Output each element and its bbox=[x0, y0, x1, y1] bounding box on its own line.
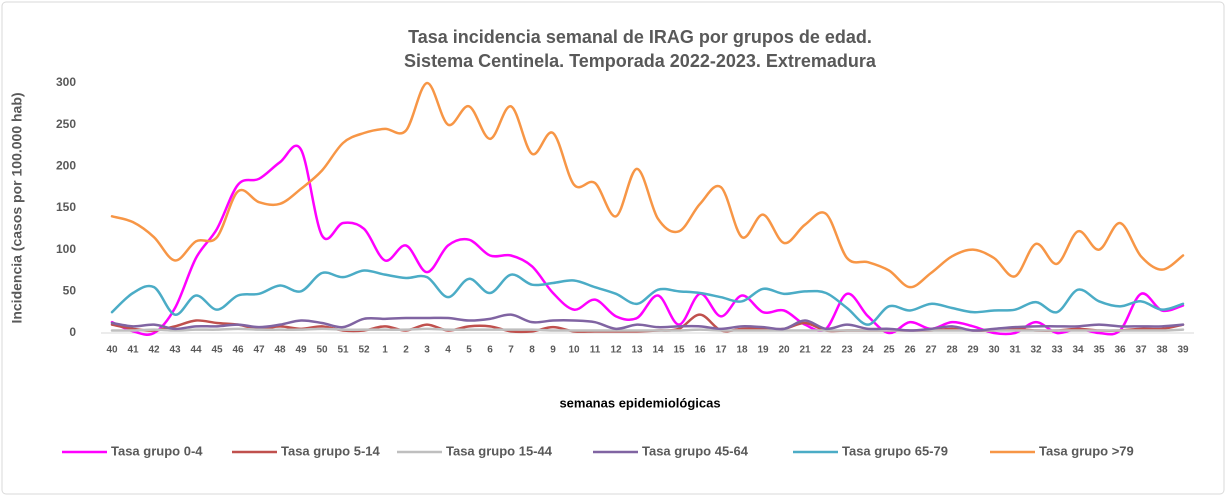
x-tick-label: 41 bbox=[127, 345, 139, 356]
x-tick-label: 26 bbox=[904, 345, 916, 356]
x-tick-label: 43 bbox=[169, 345, 181, 356]
x-tick-label: 46 bbox=[232, 345, 244, 356]
y-tick-label: 250 bbox=[56, 117, 76, 131]
x-tick-label: 27 bbox=[925, 345, 937, 356]
series-line bbox=[110, 327, 1185, 332]
x-tick-label: 1 bbox=[382, 345, 388, 356]
series-line bbox=[110, 269, 1185, 326]
x-tick-label: 33 bbox=[1051, 345, 1063, 356]
x-tick-label: 4 bbox=[445, 345, 451, 356]
x-tick-label: 40 bbox=[106, 345, 118, 356]
x-tick-label: 6 bbox=[487, 345, 493, 356]
x-tick-label: 21 bbox=[799, 345, 811, 356]
x-tick-label: 42 bbox=[148, 345, 160, 356]
x-tick-label: 2 bbox=[403, 345, 409, 356]
y-tick-label: 0 bbox=[69, 325, 76, 339]
chart-title: Sistema Centinela. Temporada 2022-2023. … bbox=[404, 51, 877, 71]
x-tick-label: 52 bbox=[358, 345, 370, 356]
x-tick-label: 12 bbox=[610, 345, 622, 356]
x-tick-label: 9 bbox=[550, 345, 556, 356]
x-tick-label: 39 bbox=[1177, 345, 1189, 356]
x-tick-label: 11 bbox=[590, 345, 601, 356]
x-tick-label: 32 bbox=[1030, 345, 1042, 356]
y-tick-label: 300 bbox=[56, 75, 76, 89]
x-tick-label: 19 bbox=[757, 345, 769, 356]
x-tick-label: 15 bbox=[673, 345, 685, 356]
legend-label: Tasa grupo 0-4 bbox=[111, 443, 203, 458]
x-tick-label: 13 bbox=[631, 345, 643, 356]
y-tick-label: 200 bbox=[56, 159, 76, 173]
y-tick-label: 150 bbox=[56, 200, 76, 214]
x-tick-label: 10 bbox=[568, 345, 580, 356]
series-line bbox=[110, 313, 1185, 332]
x-tick-label: 24 bbox=[862, 345, 874, 356]
x-tick-label: 29 bbox=[967, 345, 979, 356]
legend-label: Tasa grupo 15-44 bbox=[446, 443, 553, 458]
x-tick-label: 51 bbox=[337, 345, 349, 356]
x-tick-label: 22 bbox=[820, 345, 832, 356]
y-tick-label: 50 bbox=[63, 284, 77, 298]
x-tick-label: 14 bbox=[652, 345, 664, 356]
x-tick-label: 20 bbox=[778, 345, 790, 356]
x-tick-label: 49 bbox=[295, 345, 307, 356]
x-tick-label: 18 bbox=[736, 345, 748, 356]
series-line bbox=[110, 144, 1185, 336]
legend-label: Tasa grupo >79 bbox=[1039, 443, 1134, 458]
x-tick-label: 30 bbox=[988, 345, 1000, 356]
chart-title: Tasa incidencia semanal de IRAG por grup… bbox=[408, 27, 872, 47]
x-tick-label: 47 bbox=[253, 345, 265, 356]
x-tick-label: 17 bbox=[715, 345, 727, 356]
x-tick-label: 28 bbox=[946, 345, 958, 356]
x-tick-label: 25 bbox=[883, 345, 895, 356]
x-tick-label: 35 bbox=[1093, 345, 1105, 356]
x-tick-label: 5 bbox=[466, 345, 472, 356]
legend-label: Tasa grupo 65-79 bbox=[842, 443, 948, 458]
x-tick-label: 36 bbox=[1114, 345, 1126, 356]
y-axis-label: Incidencia (casos por 100.000 hab) bbox=[9, 92, 25, 323]
x-tick-label: 44 bbox=[190, 345, 202, 356]
x-axis-label: semanas epidemiológicas bbox=[559, 395, 720, 410]
x-tick-label: 48 bbox=[274, 345, 286, 356]
x-tick-label: 23 bbox=[841, 345, 853, 356]
x-tick-label: 37 bbox=[1135, 345, 1147, 356]
x-tick-label: 34 bbox=[1072, 345, 1084, 356]
x-tick-label: 8 bbox=[529, 345, 535, 356]
legend-label: Tasa grupo 5-14 bbox=[281, 443, 381, 458]
x-tick-label: 16 bbox=[694, 345, 706, 356]
x-tick-label: 7 bbox=[508, 345, 514, 356]
legend-label: Tasa grupo 45-64 bbox=[642, 443, 749, 458]
y-tick-label: 100 bbox=[56, 242, 76, 256]
x-tick-label: 45 bbox=[211, 345, 223, 356]
series-line bbox=[110, 81, 1185, 289]
x-tick-label: 3 bbox=[424, 345, 430, 356]
x-tick-label: 38 bbox=[1156, 345, 1168, 356]
x-tick-label: 50 bbox=[316, 345, 328, 356]
x-tick-label: 31 bbox=[1009, 345, 1021, 356]
